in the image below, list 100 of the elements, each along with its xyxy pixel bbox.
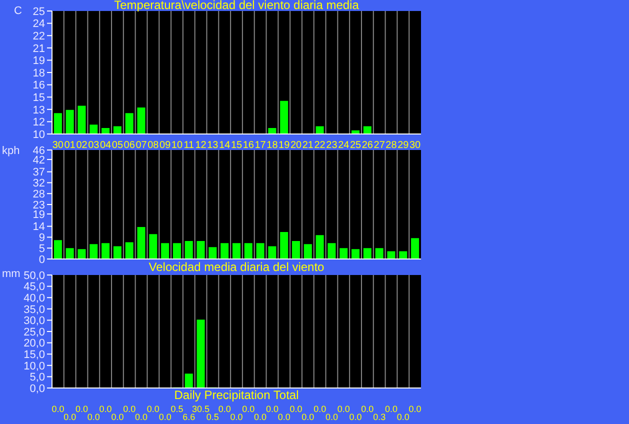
data-label: 0.0 [325, 412, 338, 422]
data-label: 0.0 [99, 404, 112, 414]
x-tick-label: 09 [160, 140, 172, 152]
y-tick-label: 15 [32, 92, 45, 104]
data-label: 0.0 [135, 412, 148, 422]
data-label: 0.3 [373, 412, 386, 422]
data-label: 0.0 [314, 404, 326, 414]
y-tick-label: 30,0 [24, 315, 45, 328]
x-tick-label: 04 [100, 140, 112, 152]
x-tick-label: 11 [184, 140, 195, 152]
x-tick-label: 07 [136, 140, 148, 152]
y-tick-label: 25 [32, 6, 45, 18]
y-tick-label: 25,0 [24, 326, 45, 338]
data-label: 0.5 [170, 404, 184, 414]
x-tick-label: 27 [374, 140, 386, 152]
data-label: 0.0 [64, 412, 76, 422]
data-label: 0.0 [158, 412, 172, 422]
y-tick-label: 46 [32, 144, 45, 157]
x-tick-label: 30 [409, 140, 422, 152]
x-tick-label: 29 [398, 140, 410, 152]
y-axis-title: mm [2, 268, 20, 280]
y-tick-label: 45,0 [24, 281, 45, 294]
y-tick-label: 50,0 [24, 270, 45, 282]
y-tick-label: 20,0 [24, 338, 45, 350]
y-tick-label: 0,0 [30, 382, 45, 395]
data-label: 0.0 [218, 404, 231, 414]
data-label: 0.0 [361, 404, 374, 414]
data-label: 0.0 [266, 404, 278, 414]
x-tick-label: 10 [171, 140, 183, 152]
x-tick-label: 26 [362, 140, 374, 152]
y-tick-label: 21 [32, 42, 45, 55]
y-tick-label: 24 [32, 18, 45, 30]
y-tick-label: 15,0 [24, 349, 45, 362]
data-label: 0.0 [146, 404, 160, 414]
x-tick-label: 12 [195, 140, 207, 152]
x-tick-label: 06 [124, 140, 136, 152]
y-tick-label: 28 [32, 188, 45, 201]
data-label: 0.5 [206, 412, 219, 422]
x-tick-label: 05 [112, 140, 124, 152]
data-label: 0.0 [52, 404, 64, 414]
data-label: 0.0 [123, 404, 136, 414]
y-tick-label: 14 [32, 221, 45, 234]
data-label: 0.0 [242, 404, 255, 414]
x-tick-label: 21 [302, 140, 314, 152]
data-label: 0.0 [87, 412, 100, 422]
data-label: 0.0 [302, 412, 314, 422]
x-tick-label: 14 [219, 140, 231, 152]
y-tick-label: 35,0 [24, 304, 45, 316]
y-tick-label: 5 [38, 243, 45, 256]
x-tick-label: 08 [148, 140, 160, 152]
y-tick-label: 12 [32, 116, 45, 129]
x-tick-label: 22 [314, 140, 326, 152]
x-tick-label: 20 [290, 140, 302, 152]
chart-title: Velocidad media diaria del viento [148, 260, 326, 274]
data-label: 0.0 [76, 404, 88, 414]
y-tick-label: 10,0 [24, 360, 45, 372]
y-axis-title: kph [2, 145, 20, 157]
x-tick-label: 25 [350, 140, 362, 152]
data-label: 0.0 [254, 412, 267, 422]
data-label: 0.0 [408, 404, 422, 414]
data-label: 6.6 [182, 412, 196, 422]
x-tick-label: 19 [278, 140, 290, 152]
y-tick-label: 37 [32, 166, 45, 179]
y-axis-title: C [14, 5, 22, 17]
x-tick-label: 30 [52, 140, 64, 152]
y-tick-label: 5,0 [30, 372, 45, 384]
data-label: 0.0 [349, 412, 362, 422]
data-label: 0.0 [111, 412, 124, 422]
y-tick-label: 32 [32, 178, 45, 190]
x-tick-label: 16 [242, 140, 254, 152]
y-tick-label: 19 [32, 208, 45, 221]
y-tick-label: 40,0 [24, 292, 45, 305]
y-tick-label: 0 [38, 254, 45, 266]
chart-title: Temperatura\velocidad del viento diaria media [113, 0, 360, 12]
y-tick-label: 18 [32, 67, 45, 80]
y-tick-label: 19 [32, 55, 45, 68]
x-tick-label: 02 [76, 140, 88, 152]
y-tick-label: 42 [32, 154, 45, 166]
data-label: 0.0 [290, 404, 302, 414]
x-axis-title: Daily Precipitation Total [173, 388, 300, 402]
x-tick-label: 13 [207, 140, 219, 152]
y-tick-label: 13 [32, 104, 45, 116]
x-tick-label: 01 [64, 140, 76, 152]
y-tick-label: 16 [32, 80, 45, 92]
x-tick-label: 28 [386, 140, 398, 152]
y-tick-label: 9 [38, 232, 45, 244]
data-label: 30.5 [192, 404, 210, 414]
data-label: 0.0 [230, 412, 243, 422]
x-tick-label: 15 [230, 140, 242, 152]
data-label: 0.0 [384, 404, 398, 414]
y-tick-label: 10 [32, 128, 45, 141]
y-tick-label: 22 [32, 30, 45, 43]
data-label: 0.0 [337, 404, 350, 414]
y-tick-label: 23 [32, 199, 45, 212]
x-tick-label: 03 [88, 140, 100, 152]
data-label: 0.0 [278, 412, 290, 422]
x-tick-label: 23 [326, 140, 338, 152]
data-label: 0.0 [396, 412, 410, 422]
x-tick-label: 17 [254, 140, 266, 152]
x-tick-label: 24 [338, 140, 350, 152]
